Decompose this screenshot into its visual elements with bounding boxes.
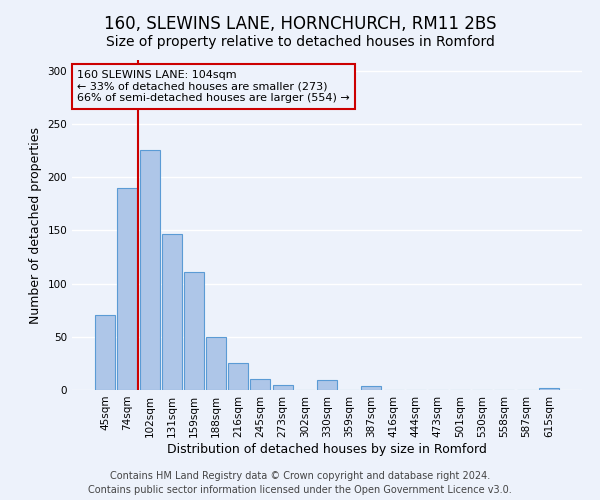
Bar [539,388,559,390]
Text: 160, SLEWINS LANE, HORNCHURCH, RM11 2BS: 160, SLEWINS LANE, HORNCHURCH, RM11 2BS [104,15,496,33]
Bar [250,380,271,390]
Bar [162,234,182,390]
X-axis label: Distribution of detached houses by size in Romford: Distribution of detached houses by size … [167,442,487,456]
Bar [317,380,337,390]
Bar [228,364,248,390]
Bar [118,188,137,390]
Bar [361,386,382,390]
Bar [206,337,226,390]
Bar [95,316,115,390]
Bar [140,150,160,390]
Text: Contains HM Land Registry data © Crown copyright and database right 2024.
Contai: Contains HM Land Registry data © Crown c… [88,471,512,495]
Text: 160 SLEWINS LANE: 104sqm
← 33% of detached houses are smaller (273)
66% of semi-: 160 SLEWINS LANE: 104sqm ← 33% of detach… [77,70,350,103]
Bar [272,384,293,390]
Bar [184,272,204,390]
Text: Size of property relative to detached houses in Romford: Size of property relative to detached ho… [106,35,494,49]
Y-axis label: Number of detached properties: Number of detached properties [29,126,42,324]
